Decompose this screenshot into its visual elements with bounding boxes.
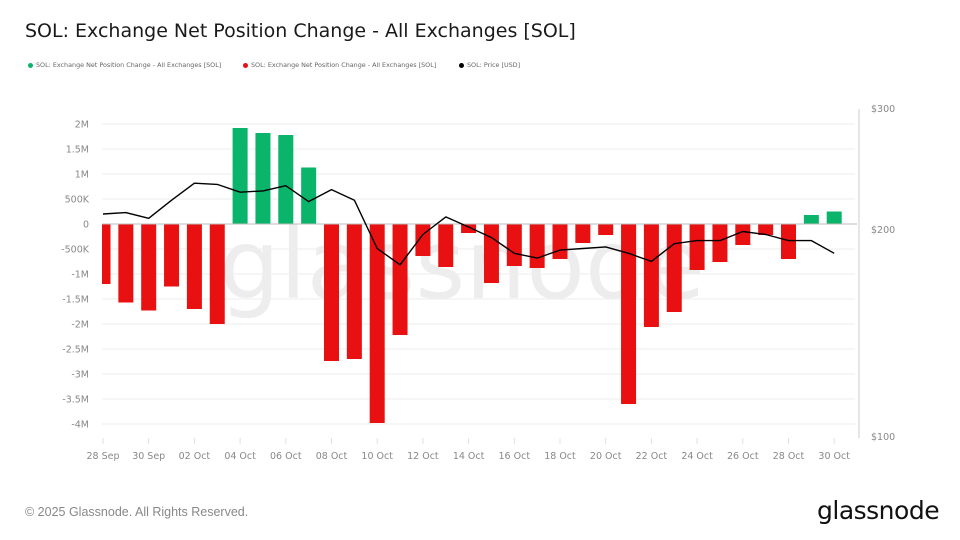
- x-tick-label: 10 Oct: [361, 451, 393, 462]
- bar-negative[interactable]: [529, 224, 545, 268]
- legend-item-price[interactable]: SOL: Price [USD]: [459, 61, 520, 69]
- y-left-tick-label: 0: [83, 220, 89, 231]
- bar-negative[interactable]: [461, 224, 477, 233]
- bar-negative[interactable]: [415, 224, 431, 256]
- y-left-tick-label: 1.5M: [66, 145, 89, 156]
- x-tick-label: 26 Oct: [727, 451, 759, 462]
- y-left-tick-label: -1.5M: [62, 295, 89, 306]
- legend-item-inflow[interactable]: SOL: Exchange Net Position Change - All …: [28, 61, 221, 69]
- x-tick-label: 18 Oct: [544, 451, 576, 462]
- y-left-tick-label: -3.5M: [62, 395, 89, 406]
- glassnode-logo: glassnode: [817, 496, 940, 525]
- y-left-tick-label: -2M: [71, 320, 89, 331]
- left-axis: 2M 1.5M 1M 500K 0 -500K -1M -1.5M -2M -2.5M -3M -3.…: [61, 120, 90, 431]
- x-tick-label: 28 Sep: [86, 451, 119, 462]
- y-left-tick-label: -3M: [71, 370, 89, 381]
- bar-negative[interactable]: [643, 224, 659, 327]
- price-line: [102, 182, 835, 266]
- x-tick-label: 08 Oct: [316, 451, 348, 462]
- bar-negative[interactable]: [118, 224, 134, 303]
- legend-dot-red-icon: [243, 62, 248, 68]
- bar-positive[interactable]: [278, 135, 294, 224]
- x-tick-label: 30 Sep: [132, 451, 165, 462]
- y-left-tick-label: 1M: [75, 170, 89, 181]
- y-right-tick-label: $300: [871, 104, 895, 115]
- x-tick-label: 14 Oct: [453, 451, 485, 462]
- bar-positive[interactable]: [803, 215, 819, 224]
- x-tick-label: 16 Oct: [499, 451, 531, 462]
- legend-item-outflow[interactable]: SOL: Exchange Net Position Change - All …: [243, 61, 436, 69]
- y-left-tick-label: -4M: [71, 420, 89, 431]
- bar-negative[interactable]: [552, 224, 568, 259]
- bar-negative[interactable]: [324, 224, 339, 361]
- bar-positive[interactable]: [255, 133, 271, 224]
- bar-negative[interactable]: [575, 224, 591, 243]
- right-axis: $300 $200 $100: [858, 104, 895, 443]
- legend-dot-green-icon: [28, 62, 33, 68]
- chart-title: SOL: Exchange Net Position Change - All …: [25, 20, 576, 42]
- bar-negative[interactable]: [392, 224, 408, 335]
- x-tick-label: 30 Oct: [818, 451, 850, 462]
- bar-negative[interactable]: [209, 224, 225, 324]
- bar-negative[interactable]: [438, 224, 454, 267]
- x-tick-label: 06 Oct: [270, 451, 302, 462]
- price-series-line[interactable]: [102, 182, 835, 266]
- x-tick-label: 22 Oct: [636, 451, 668, 462]
- bar-negative[interactable]: [689, 224, 705, 270]
- bar-negative[interactable]: [164, 224, 180, 287]
- bar-positive[interactable]: [826, 211, 842, 225]
- bar-negative[interactable]: [666, 224, 682, 312]
- copyright-text: © 2025 Glassnode. All Rights Reserved.: [25, 505, 249, 519]
- gridlines: [102, 123, 855, 425]
- bar-positive[interactable]: [301, 167, 317, 225]
- y-right-tick-label: $200: [871, 225, 895, 236]
- bar-negative[interactable]: [186, 224, 202, 309]
- y-left-tick-label: -1M: [71, 270, 89, 281]
- bar-negative[interactable]: [735, 224, 751, 245]
- bar-negative[interactable]: [483, 224, 499, 283]
- y-left-tick-label: -2.5M: [62, 345, 89, 356]
- x-tick-label: 04 Oct: [224, 451, 256, 462]
- x-axis: 28 Sep 30 Sep 02 Oct 04 Oct 06 Oct 08 Oct 10 O…: [86, 438, 850, 462]
- legend-label: SOL: Price [USD]: [467, 61, 521, 69]
- bar-negative[interactable]: [102, 224, 111, 284]
- bar-negative[interactable]: [598, 224, 614, 235]
- bar-positive[interactable]: [232, 128, 248, 224]
- bar-negative[interactable]: [781, 224, 796, 259]
- bars: [102, 128, 842, 423]
- y-left-tick-label: 500K: [65, 195, 90, 206]
- x-tick-label: 24 Oct: [681, 451, 713, 462]
- x-tick-label: 12 Oct: [407, 451, 439, 462]
- bar-negative[interactable]: [506, 224, 522, 266]
- bar-negative[interactable]: [621, 224, 637, 404]
- bar-negative[interactable]: [369, 224, 385, 423]
- bar-negative[interactable]: [141, 224, 157, 311]
- bar-negative[interactable]: [712, 224, 728, 262]
- y-left-tick-label: 2M: [75, 120, 89, 131]
- legend-label: SOL: Exchange Net Position Change - All …: [36, 61, 222, 69]
- legend-label: SOL: Exchange Net Position Change - All …: [251, 61, 437, 69]
- legend-dot-black-icon: [459, 62, 464, 68]
- x-tick-label: 02 Oct: [179, 451, 211, 462]
- bar-negative[interactable]: [758, 224, 774, 235]
- y-right-tick-label: $100: [871, 432, 895, 443]
- x-tick-label: 20 Oct: [590, 451, 622, 462]
- y-left-tick-label: -500K: [61, 245, 90, 256]
- bar-negative[interactable]: [346, 224, 362, 359]
- x-tick-label: 28 Oct: [773, 451, 805, 462]
